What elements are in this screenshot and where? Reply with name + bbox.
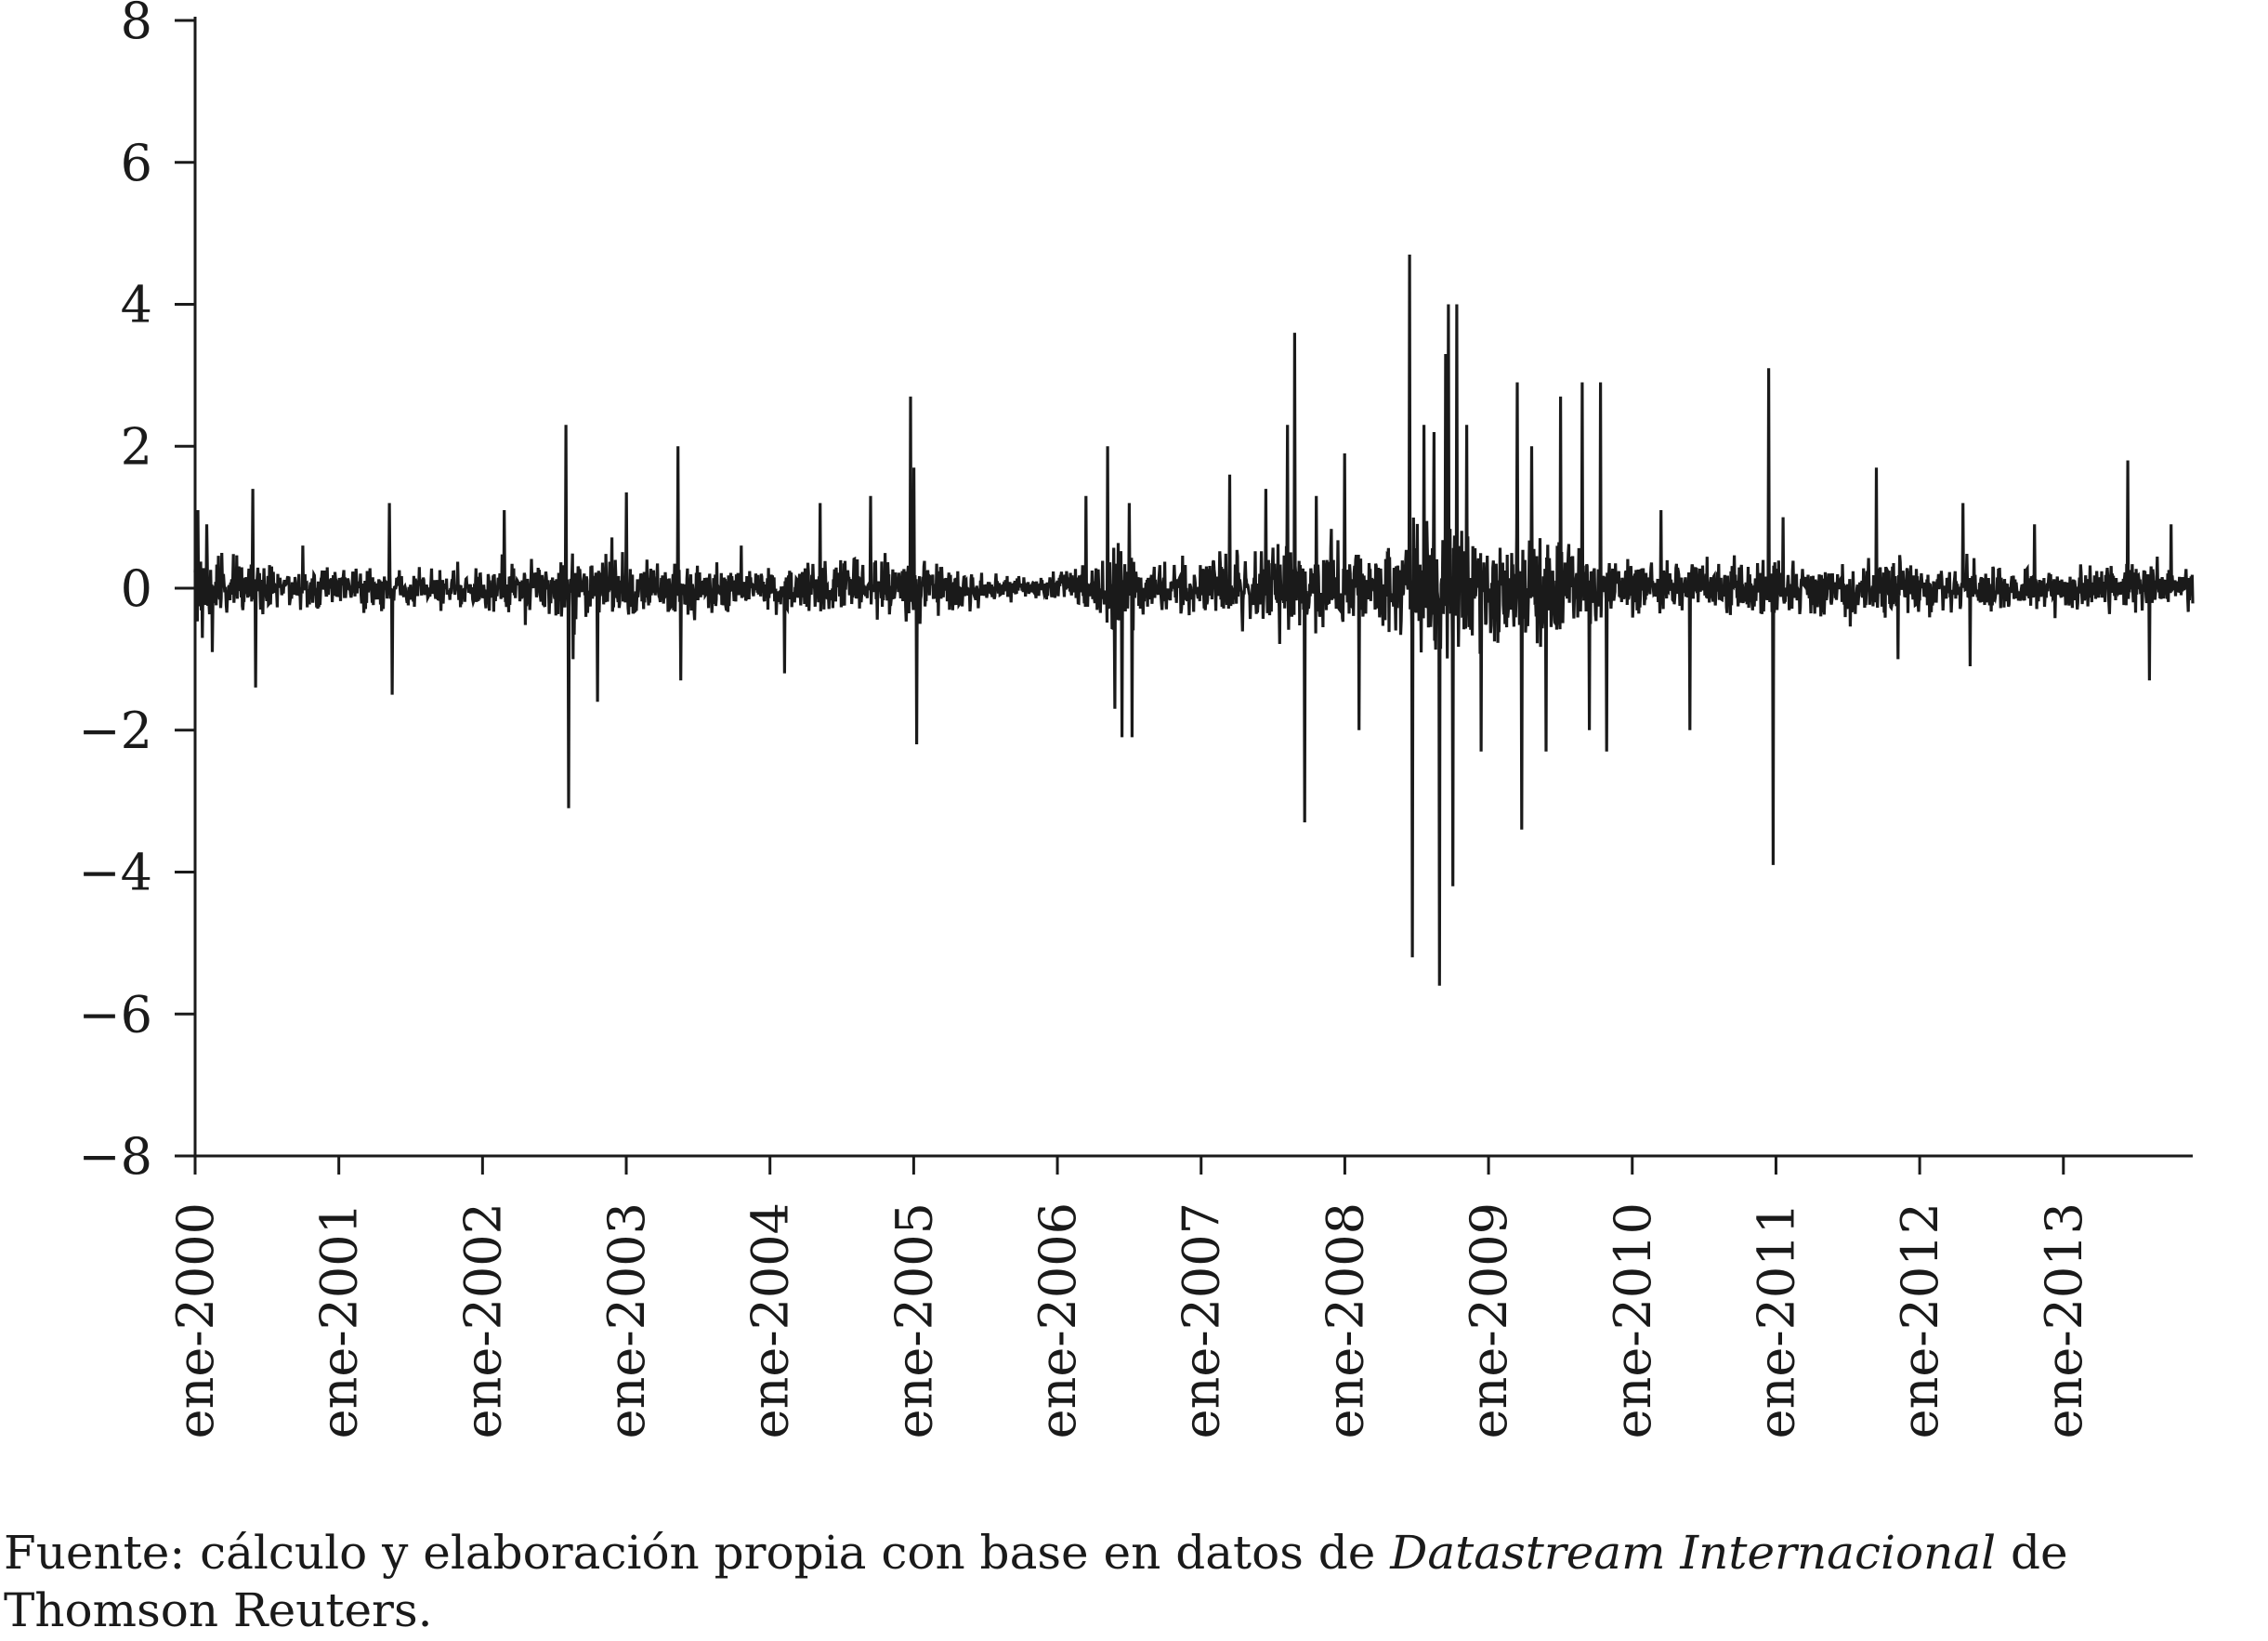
x-tick-label: ene-2001 (310, 1202, 369, 1438)
y-tick-label: −4 (78, 844, 152, 902)
y-axis: 8 6 4 2 0 −2 −4 −6 −8 (78, 0, 197, 1186)
x-tick-label: ene-2006 (1029, 1202, 1087, 1438)
series-line (193, 254, 2195, 986)
x-tick-label: ene-2011 (1747, 1202, 1805, 1438)
x-tick-label: ene-2007 (1173, 1202, 1231, 1438)
y-tick-label: 4 (121, 276, 152, 335)
y-tick-label: −6 (78, 985, 152, 1044)
y-tick-label: −8 (78, 1127, 152, 1186)
x-tick-label: ene-2008 (1316, 1202, 1374, 1438)
y-tick-label: 8 (121, 0, 152, 50)
y-tick-label: 2 (121, 417, 152, 476)
x-tick-label: ene-2013 (2035, 1202, 2093, 1438)
x-tick-label: ene-2005 (885, 1202, 943, 1438)
source-note-prefix: Fuente: cálculo y elaboración propia con… (4, 1526, 1391, 1580)
source-note-suffix: de Thomson Reuters. (4, 1526, 2068, 1637)
y-tick-label: 0 (121, 559, 152, 618)
x-tick-label: ene-2009 (1460, 1202, 1518, 1438)
x-tick-label: ene-2002 (453, 1202, 512, 1438)
y-tick-label: 6 (121, 134, 152, 192)
source-note: Fuente: cálculo y elaboración propia con… (4, 1524, 2261, 1639)
x-tick-label: ene-2010 (1604, 1202, 1662, 1438)
x-tick-label: ene-2012 (1891, 1202, 1949, 1438)
source-note-italic: Datastream Internacional (1390, 1526, 1997, 1580)
x-tick-label: ene-2004 (741, 1202, 800, 1438)
x-tick-label: ene-2000 (166, 1202, 225, 1438)
x-tick-label: ene-2003 (597, 1202, 656, 1438)
y-tick-label: −2 (78, 702, 152, 760)
x-axis: ene-2000 ene-2001 ene-2002 ene-2003 ene-2004… (166, 1154, 2193, 1438)
plot-area (193, 254, 2195, 986)
